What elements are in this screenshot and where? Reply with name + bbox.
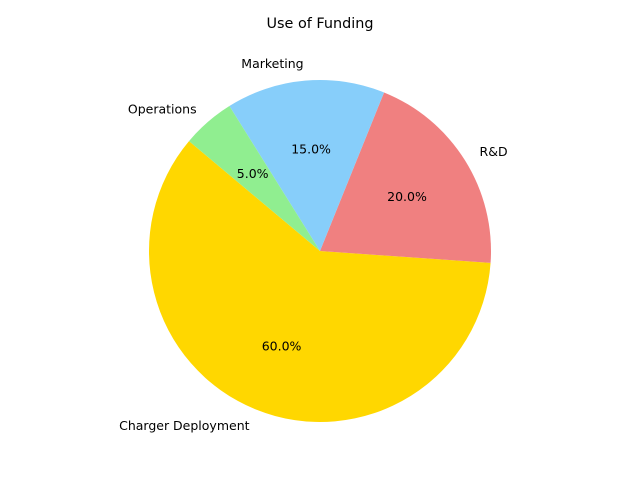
pct-label-charger-deployment: 60.0% xyxy=(262,339,302,354)
pct-label-randd: 20.0% xyxy=(387,189,427,204)
slice-label-operations: Operations xyxy=(128,102,197,117)
slice-label-marketing: Marketing xyxy=(241,56,303,71)
pct-label-marketing: 15.0% xyxy=(291,141,331,156)
pie-slice-randd xyxy=(320,92,491,263)
pie-slices xyxy=(148,79,491,423)
pie-slice-charger-deployment xyxy=(148,141,491,423)
slice-label-charger-deployment: Charger Deployment xyxy=(119,418,250,433)
pct-label-operations: 5.0% xyxy=(237,166,269,181)
pie-labels: Charger Deployment 60.0% R&D 20.0% Marketing… xyxy=(119,56,507,433)
slice-label-randd: R&D xyxy=(480,144,508,159)
pie-slice-marketing xyxy=(229,79,385,252)
chart-title: Use of Funding xyxy=(266,16,373,32)
pie-slice-operations xyxy=(189,105,320,251)
